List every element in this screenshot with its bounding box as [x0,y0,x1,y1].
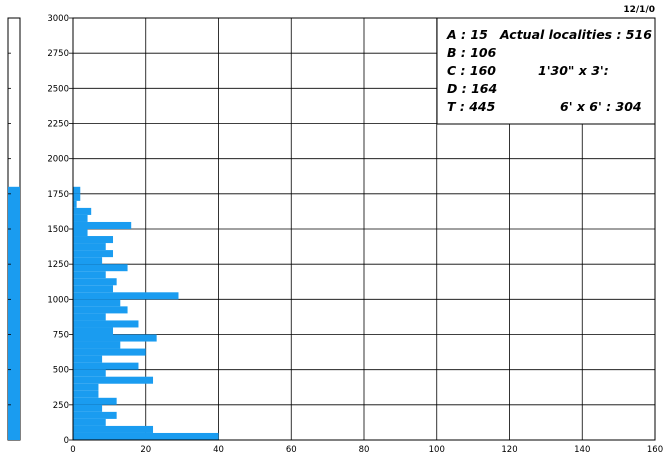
bar [73,397,117,405]
y-tick-label: 750 [53,331,69,341]
side-gauge-ticks [8,52,11,406]
legend-grid-2: 6' x 6' : 304 [560,99,642,114]
legend-grid-1: 1'30" x 3': [538,63,609,78]
bar [73,369,106,377]
bar [73,306,128,314]
y-tick-label: 2000 [47,155,69,165]
bar [73,193,81,201]
bar [73,390,99,398]
bar [73,236,114,244]
y-tick-label: 1250 [47,260,69,270]
legend-frame [436,17,656,125]
y-tick-label: 3000 [47,14,69,24]
bar [73,292,179,300]
y-tick-label: 1000 [47,295,69,305]
bar [73,404,103,412]
bar [73,418,106,426]
bar [73,432,219,440]
bar [73,341,121,349]
y-tick-label: 0 [64,436,69,446]
legend-box: A : 15 Actual localities : 516 B : 106 C… [436,17,656,125]
side-gauge [7,17,21,441]
bar [73,411,117,419]
bars [73,186,219,440]
bar [73,278,117,286]
bar [73,383,99,391]
legend-b: B : 106 [447,45,497,60]
bar [73,313,106,321]
bar [73,250,114,258]
bar [73,425,154,433]
bar [73,355,103,363]
x-tick-label: 60 [286,445,297,455]
y-tick-label: 500 [53,366,69,376]
legend-actual-localities: Actual localities : 516 [499,27,652,42]
x-axis: 0 20 40 60 80 100 120 140 160 [70,445,663,455]
y-tick-label: 250 [53,401,69,411]
y-tick-label: 2750 [47,49,69,59]
legend-d: D : 164 [447,81,497,96]
date-label: 12/1/0 [623,5,655,15]
bar [73,221,132,229]
bar [73,285,114,293]
x-tick-label: 120 [501,445,517,455]
x-tick-label: 20 [140,445,151,455]
bar [73,320,139,328]
bar [73,243,106,251]
x-tick-label: 80 [359,445,370,455]
y-tick-label: 2500 [47,84,69,94]
bar [73,271,106,279]
x-tick-label: 100 [429,445,445,455]
bar [73,362,139,370]
bar [73,327,114,335]
side-gauge-fill [8,186,20,440]
bar [73,200,77,208]
bar [73,214,88,222]
y-axis: 0 250 500 750 1000 1250 1500 1750 2000 2250 2500 27… [47,14,73,446]
legend-c: C : 160 [447,63,496,78]
bar [73,229,88,237]
x-tick-label: 0 [70,445,75,455]
bar [73,264,128,272]
y-tick-label: 1750 [47,190,69,200]
bar [73,376,154,384]
bar [73,186,81,194]
y-tick-label: 2250 [47,120,69,130]
x-tick-label: 40 [213,445,224,455]
bar [73,348,146,356]
x-tick-label: 160 [647,445,663,455]
bar [73,207,92,215]
bar [73,334,157,342]
legend-a: A : 15 [446,27,488,42]
legend-t: T : 445 [447,99,496,114]
y-tick-label: 1500 [47,225,69,235]
bar [73,299,121,307]
bar [73,257,103,265]
x-tick-label: 140 [574,445,590,455]
